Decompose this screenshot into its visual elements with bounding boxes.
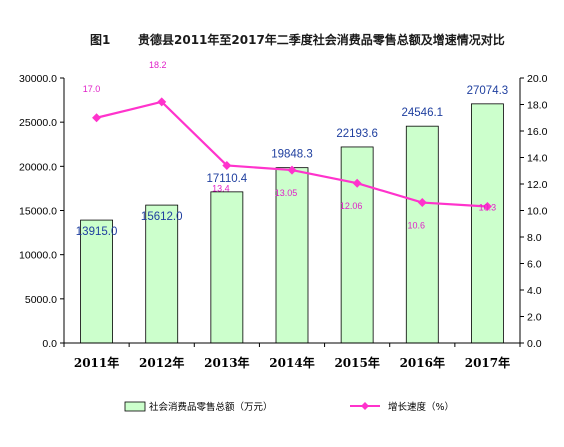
x-tick-label: 2016年 <box>400 355 445 370</box>
line-value-label: 10.6 <box>408 221 426 231</box>
right-tick-label: 2.0 <box>527 312 542 324</box>
right-tick-label: 14.0 <box>527 153 548 165</box>
bar-value-label: 15612.0 <box>141 211 183 223</box>
legend-line-marker <box>361 402 369 410</box>
left-tick-label: 5000.0 <box>25 294 57 306</box>
chart-title: 图1 贵德县2011年至2017年二季度社会消费品零售总额及增速情况对比 <box>90 32 505 47</box>
growth-point-6 <box>417 198 427 208</box>
line-value-label: 13.4 <box>212 183 230 193</box>
right-tick-label: 8.0 <box>527 232 542 244</box>
line-value-label: 18.2 <box>149 60 167 70</box>
left-tick-label: 25000.0 <box>19 117 57 129</box>
legend: 社会消费品零售总额（万元） 增长速度（%） <box>124 401 454 413</box>
x-tick-label: 2013年 <box>204 355 249 370</box>
growth-point-5 <box>352 178 362 188</box>
left-tick-label: 20000.0 <box>19 161 57 173</box>
x-tick-label: 2017年 <box>465 355 510 370</box>
growth-point-7 <box>482 202 492 212</box>
right-tick-label: 6.0 <box>527 259 542 271</box>
right-tick-label: 20.0 <box>527 73 548 85</box>
x-tick-label: 2014年 <box>269 355 314 370</box>
right-tick-label: 12.0 <box>527 179 548 191</box>
x-tick-label: 2015年 <box>334 355 379 370</box>
bar-value-label: 17110.4 <box>206 173 247 185</box>
left-tick-label: 0.0 <box>42 338 57 350</box>
legend-bar-swatch <box>124 401 146 412</box>
line-value-label: 12.06 <box>340 201 363 211</box>
x-tick-label: 2011年 <box>74 355 119 370</box>
left-tick-label: 10000.0 <box>19 250 57 262</box>
growth-point-3 <box>222 160 232 170</box>
bar-value-label: 27074.3 <box>467 85 509 97</box>
growth-point-2 <box>157 97 167 107</box>
right-tick-label: 10.0 <box>527 206 548 218</box>
bar-value-label: 22193.6 <box>336 128 378 140</box>
figure-number: 图1 <box>90 33 110 47</box>
right-tick-label: 0.0 <box>527 338 542 350</box>
line-value-label: 10.3 <box>479 203 497 213</box>
bar-2 <box>145 204 179 344</box>
right-tick-label: 18.0 <box>527 100 548 112</box>
bar-5 <box>340 146 374 344</box>
bar-7 <box>471 103 504 344</box>
right-tick-label: 16.0 <box>527 126 548 138</box>
legend-line-label: 增长速度（%） <box>388 401 454 413</box>
bar-value-label: 13915.0 <box>76 226 118 238</box>
line-value-label: 17.0 <box>83 84 101 94</box>
bar-1 <box>80 219 113 344</box>
left-tick-label: 15000.0 <box>19 206 57 218</box>
bar-value-label: 24546.1 <box>401 107 443 119</box>
chart-title-text: 贵德县2011年至2017年二季度社会消费品零售总额及增速情况对比 <box>138 32 505 47</box>
line-value-label: 13.05 <box>275 188 298 198</box>
growth-point-1 <box>92 113 102 123</box>
right-tick-label: 4.0 <box>527 285 542 297</box>
x-tick-label: 2012年 <box>139 355 184 370</box>
bar-value-label: 19848.3 <box>271 149 313 161</box>
plot-area: 0.0 5000.0 10000.0 15000.0 20000.0 25000.0 300… <box>19 60 548 370</box>
legend-bar-label: 社会消费品零售总额（万元） <box>149 401 273 413</box>
left-tick-label: 30000.0 <box>19 73 57 85</box>
growth-point-4 <box>287 165 297 175</box>
bar-4 <box>275 167 309 344</box>
bar-6 <box>405 125 439 344</box>
bar-3 <box>210 191 244 344</box>
